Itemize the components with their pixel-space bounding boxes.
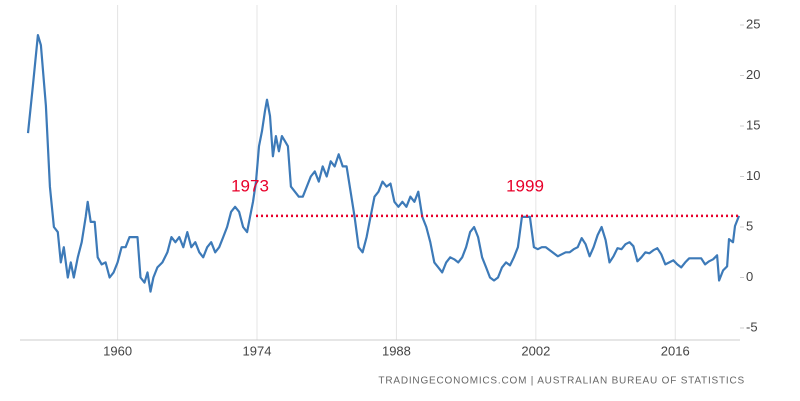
x-tick-label: 2016 bbox=[661, 343, 690, 358]
y-tick-label: 0 bbox=[746, 269, 753, 284]
source: TRADINGECONOMICS.COM | AUSTRALIAN BUREAU… bbox=[378, 376, 745, 387]
y-tick-label: 10 bbox=[746, 168, 760, 183]
y-tick-label: 20 bbox=[746, 67, 760, 82]
y-tick-label: -5 bbox=[746, 319, 758, 334]
annotation: 1973 bbox=[231, 176, 269, 195]
x-tick-label: 2002 bbox=[521, 343, 550, 358]
y-tick-label: 5 bbox=[746, 218, 753, 233]
x-tick-label: 1988 bbox=[382, 343, 411, 358]
x-tick-label: 1960 bbox=[103, 343, 132, 358]
x-tick-label: 1974 bbox=[243, 343, 272, 358]
annotation: 1999 bbox=[506, 176, 544, 195]
line bbox=[26, 34, 741, 293]
y-tick-label: 25 bbox=[746, 16, 760, 31]
y-tick-label: 15 bbox=[746, 117, 760, 132]
